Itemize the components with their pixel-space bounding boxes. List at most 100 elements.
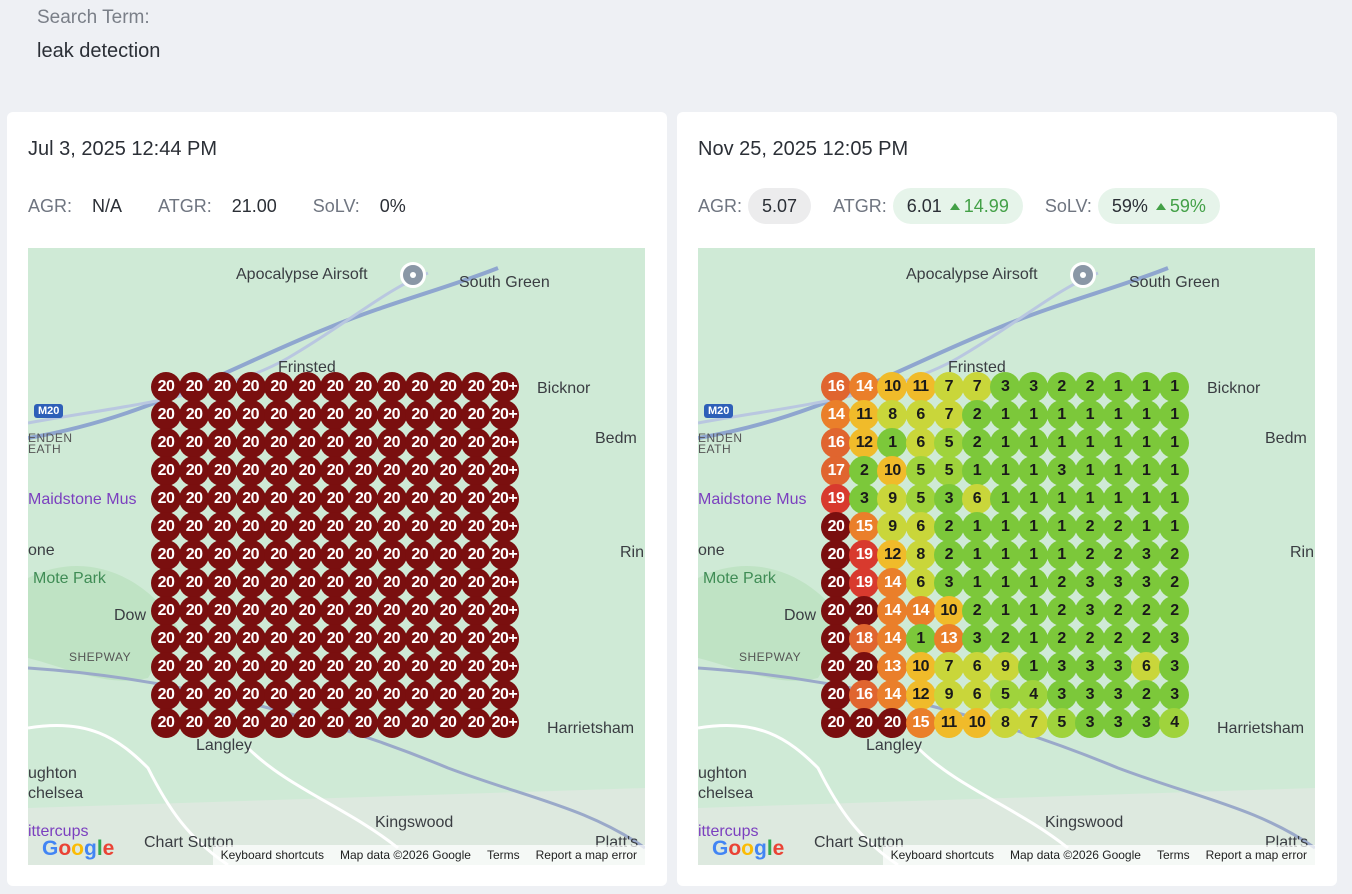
rank-pin[interactable]: 1 bbox=[1131, 428, 1162, 458]
rank-pin[interactable]: 20 bbox=[292, 400, 322, 430]
rank-pin[interactable]: 20 bbox=[821, 540, 851, 570]
rank-pin[interactable]: 6 bbox=[962, 680, 992, 710]
rank-pin[interactable]: 7 bbox=[1018, 708, 1049, 738]
rank-pin[interactable]: 3 bbox=[1074, 652, 1105, 682]
rank-pin[interactable]: 1 bbox=[1018, 512, 1049, 542]
rank-pin[interactable]: 20+ bbox=[489, 596, 520, 626]
rank-pin[interactable]: 20 bbox=[207, 512, 238, 542]
rank-pin[interactable]: 20+ bbox=[489, 624, 520, 654]
rank-pin[interactable]: 20 bbox=[235, 372, 266, 402]
rank-pin[interactable]: 20 bbox=[179, 456, 210, 486]
rank-pin[interactable]: 20 bbox=[235, 428, 266, 458]
rank-pin[interactable]: 20 bbox=[433, 708, 463, 738]
rank-pin[interactable]: 10 bbox=[962, 708, 992, 738]
rank-pin[interactable]: 20 bbox=[433, 512, 463, 542]
rank-pin[interactable]: 1 bbox=[1159, 456, 1190, 486]
rank-pin[interactable]: 20 bbox=[320, 512, 351, 542]
rank-pin[interactable]: 20 bbox=[292, 456, 322, 486]
rank-pin[interactable]: 2 bbox=[1046, 624, 1077, 654]
rank-pin[interactable]: 1 bbox=[1018, 652, 1049, 682]
rank-pin[interactable]: 1 bbox=[877, 428, 908, 458]
rank-pin[interactable]: 20 bbox=[263, 456, 294, 486]
rank-pin[interactable]: 20 bbox=[292, 428, 322, 458]
rank-pin[interactable]: 1 bbox=[990, 400, 1021, 430]
rank-pin[interactable]: 3 bbox=[1159, 680, 1190, 710]
rank-pin[interactable]: 20 bbox=[151, 652, 181, 682]
rank-pin[interactable]: 20 bbox=[151, 512, 181, 542]
rank-pin[interactable]: 20 bbox=[320, 596, 351, 626]
rank-pin[interactable]: 7 bbox=[962, 372, 992, 402]
rank-pin[interactable]: 20 bbox=[821, 652, 851, 682]
rank-pin[interactable]: 20 bbox=[404, 512, 435, 542]
rank-pin[interactable]: 14 bbox=[877, 624, 908, 654]
rank-pin[interactable]: 8 bbox=[990, 708, 1021, 738]
rank-pin[interactable]: 20 bbox=[292, 484, 322, 514]
rank-pin[interactable]: 20 bbox=[320, 708, 351, 738]
rank-pin[interactable]: 20 bbox=[179, 400, 210, 430]
rank-pin[interactable]: 20 bbox=[433, 568, 463, 598]
rank-pin[interactable]: 20 bbox=[151, 540, 181, 570]
rank-pin[interactable]: 3 bbox=[1046, 680, 1077, 710]
rank-pin[interactable]: 19 bbox=[849, 568, 880, 598]
rank-pin[interactable]: 6 bbox=[962, 484, 992, 514]
rank-pin[interactable]: 1 bbox=[990, 512, 1021, 542]
rank-pin[interactable]: 20 bbox=[151, 372, 181, 402]
rank-pin[interactable]: 20 bbox=[207, 624, 238, 654]
rank-pin[interactable]: 2 bbox=[1103, 512, 1133, 542]
rank-pin[interactable]: 3 bbox=[1074, 596, 1105, 626]
rank-pin[interactable]: 5 bbox=[1046, 708, 1077, 738]
rank-pin[interactable]: 1 bbox=[1046, 400, 1077, 430]
rank-pin[interactable]: 2 bbox=[1074, 512, 1105, 542]
rank-pin[interactable]: 20 bbox=[404, 596, 435, 626]
rank-pin[interactable]: 2 bbox=[1103, 540, 1133, 570]
rank-pin[interactable]: 1 bbox=[1159, 484, 1190, 514]
rank-pin[interactable]: 20 bbox=[320, 372, 351, 402]
rank-pin[interactable]: 3 bbox=[1131, 568, 1162, 598]
rank-pin[interactable]: 20+ bbox=[489, 708, 520, 738]
rank-pin[interactable]: 1 bbox=[1159, 428, 1190, 458]
rank-pin[interactable]: 1 bbox=[1046, 428, 1077, 458]
rank-pin[interactable]: 20 bbox=[348, 372, 379, 402]
rank-pin[interactable]: 3 bbox=[1046, 456, 1077, 486]
rank-pin[interactable]: 20 bbox=[151, 568, 181, 598]
rank-pin[interactable]: 3 bbox=[849, 484, 880, 514]
rank-pin[interactable]: 3 bbox=[990, 372, 1021, 402]
rank-pin[interactable]: 14 bbox=[877, 568, 908, 598]
rank-pin[interactable]: 20 bbox=[461, 596, 492, 626]
rank-pin[interactable]: 1 bbox=[1074, 456, 1105, 486]
rank-pin[interactable]: 20 bbox=[348, 512, 379, 542]
rank-pin[interactable]: 4 bbox=[1018, 680, 1049, 710]
rank-pin[interactable]: 20 bbox=[376, 512, 407, 542]
rank-pin[interactable]: 2 bbox=[962, 428, 992, 458]
rank-pin[interactable]: 20 bbox=[263, 708, 294, 738]
rank-pin[interactable]: 20 bbox=[151, 708, 181, 738]
rank-pin[interactable]: 20 bbox=[461, 512, 492, 542]
rank-pin[interactable]: 20 bbox=[433, 372, 463, 402]
rank-pin[interactable]: 5 bbox=[905, 484, 936, 514]
rank-pin[interactable]: 20 bbox=[263, 568, 294, 598]
rank-pin[interactable]: 20 bbox=[376, 708, 407, 738]
rank-pin[interactable]: 3 bbox=[1074, 568, 1105, 598]
rank-pin[interactable]: 20 bbox=[320, 568, 351, 598]
rank-pin[interactable]: 20 bbox=[461, 652, 492, 682]
rank-pin[interactable]: 20 bbox=[235, 596, 266, 626]
rank-pin[interactable]: 1 bbox=[1103, 484, 1133, 514]
rank-pin[interactable]: 1 bbox=[990, 540, 1021, 570]
rank-pin[interactable]: 20 bbox=[348, 680, 379, 710]
rank-pin[interactable]: 7 bbox=[933, 372, 964, 402]
rank-pin[interactable]: 20 bbox=[235, 652, 266, 682]
rank-pin[interactable]: 11 bbox=[933, 708, 964, 738]
rank-pin[interactable]: 1 bbox=[1018, 484, 1049, 514]
rank-pin[interactable]: 1 bbox=[1131, 400, 1162, 430]
rank-pin[interactable]: 20 bbox=[376, 624, 407, 654]
rank-pin[interactable]: 20 bbox=[348, 596, 379, 626]
rank-pin[interactable]: 20+ bbox=[489, 400, 520, 430]
rank-pin[interactable]: 2 bbox=[1046, 596, 1077, 626]
rank-pin[interactable]: 20 bbox=[179, 428, 210, 458]
rank-pin[interactable]: 9 bbox=[877, 512, 908, 542]
rank-pin[interactable]: 8 bbox=[877, 400, 908, 430]
rank-pin[interactable]: 1 bbox=[1046, 484, 1077, 514]
rank-pin[interactable]: 20 bbox=[263, 512, 294, 542]
rank-pin[interactable]: 1 bbox=[1046, 512, 1077, 542]
place-pin-icon[interactable] bbox=[1070, 262, 1096, 288]
